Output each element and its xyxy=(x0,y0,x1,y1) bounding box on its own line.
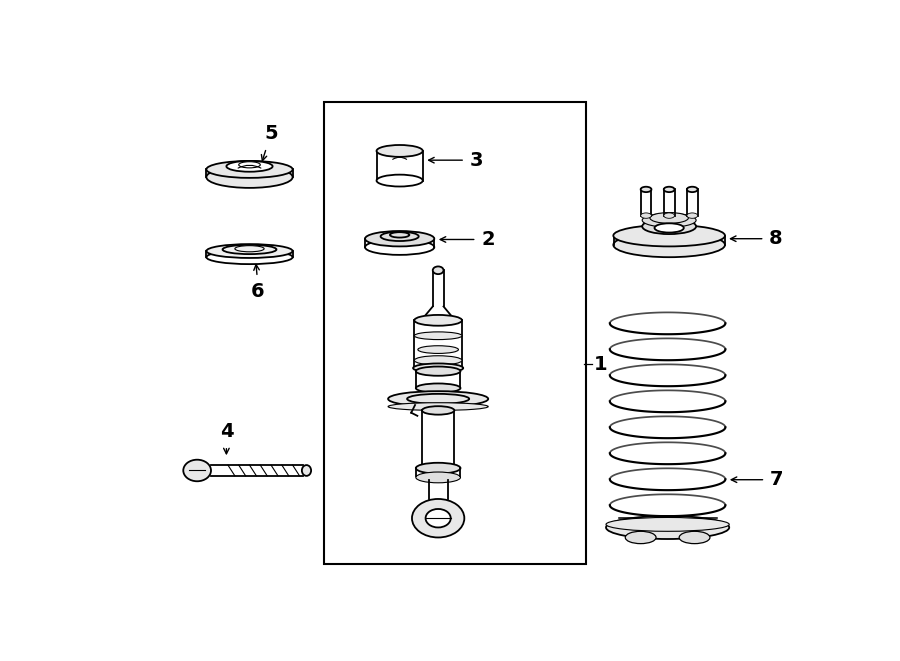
Ellipse shape xyxy=(414,332,462,340)
Ellipse shape xyxy=(238,162,260,168)
Text: 3: 3 xyxy=(470,151,483,170)
Ellipse shape xyxy=(606,518,729,531)
Ellipse shape xyxy=(227,161,273,172)
Text: 6: 6 xyxy=(250,282,264,301)
Text: 1: 1 xyxy=(594,355,608,373)
Ellipse shape xyxy=(433,266,444,274)
Bar xyxy=(324,102,586,564)
Ellipse shape xyxy=(412,499,464,537)
Ellipse shape xyxy=(206,161,292,178)
Ellipse shape xyxy=(407,394,469,404)
Ellipse shape xyxy=(650,213,688,223)
Ellipse shape xyxy=(664,187,674,192)
Ellipse shape xyxy=(643,219,696,234)
Text: 8: 8 xyxy=(770,229,783,249)
Ellipse shape xyxy=(416,367,461,375)
Ellipse shape xyxy=(388,391,488,407)
Ellipse shape xyxy=(184,459,211,481)
Ellipse shape xyxy=(421,316,455,325)
Ellipse shape xyxy=(376,175,423,186)
Text: 4: 4 xyxy=(220,422,233,442)
Ellipse shape xyxy=(687,213,698,218)
Ellipse shape xyxy=(206,244,292,258)
Ellipse shape xyxy=(222,245,276,254)
Ellipse shape xyxy=(235,246,264,252)
Ellipse shape xyxy=(365,239,435,255)
Ellipse shape xyxy=(413,364,464,373)
Ellipse shape xyxy=(641,213,652,218)
Ellipse shape xyxy=(422,407,454,414)
Ellipse shape xyxy=(606,516,729,539)
Ellipse shape xyxy=(206,167,292,188)
Ellipse shape xyxy=(418,346,458,354)
Ellipse shape xyxy=(426,509,451,527)
Ellipse shape xyxy=(687,187,698,192)
Ellipse shape xyxy=(641,187,652,192)
Ellipse shape xyxy=(390,232,410,237)
Ellipse shape xyxy=(680,531,710,543)
Ellipse shape xyxy=(414,356,462,365)
Ellipse shape xyxy=(302,465,311,476)
Ellipse shape xyxy=(381,232,418,241)
Ellipse shape xyxy=(613,225,725,247)
Ellipse shape xyxy=(414,315,462,326)
Ellipse shape xyxy=(376,145,423,157)
Text: 2: 2 xyxy=(482,230,495,249)
Ellipse shape xyxy=(643,214,696,227)
Ellipse shape xyxy=(613,233,725,257)
Ellipse shape xyxy=(416,383,461,393)
Ellipse shape xyxy=(654,223,684,233)
Ellipse shape xyxy=(664,213,674,218)
Ellipse shape xyxy=(416,472,461,483)
Ellipse shape xyxy=(416,463,461,473)
Text: 7: 7 xyxy=(770,470,784,489)
Text: 5: 5 xyxy=(265,124,278,143)
Ellipse shape xyxy=(388,403,488,410)
Ellipse shape xyxy=(206,251,292,264)
Ellipse shape xyxy=(365,231,435,247)
Ellipse shape xyxy=(626,531,656,543)
